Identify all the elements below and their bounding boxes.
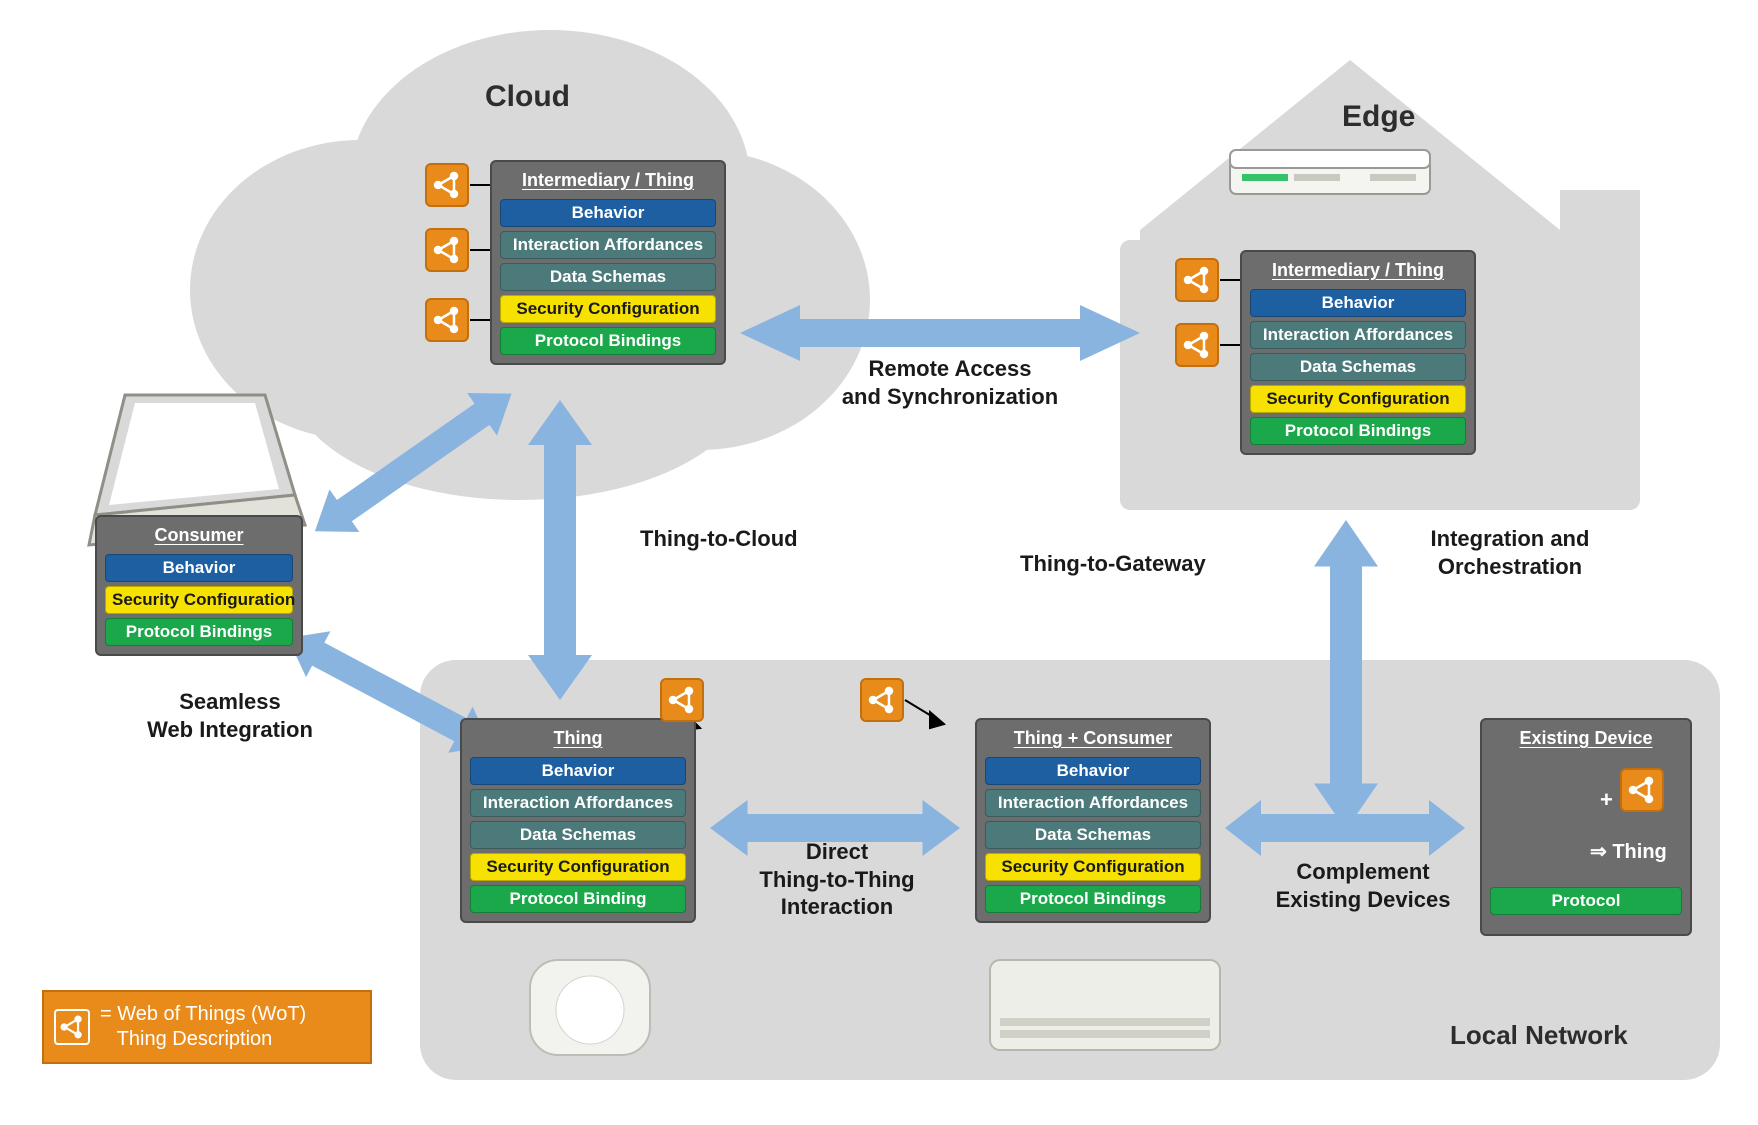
slot-protocol: Protocol Bindings [985,885,1201,913]
slot-behavior: Behavior [1250,289,1466,317]
slot-security: Security Configuration [470,853,686,881]
region-cloud-label: Cloud [485,80,570,114]
card-consumer: Consumer Behavior Security Configuration… [95,515,303,656]
card-ed-title: Existing Device [1490,726,1682,753]
slot-ia: Interaction Affordances [1250,321,1466,349]
slot-ia: Interaction Affordances [500,231,716,259]
edge-thing-to-gateway: Thing-to-Gateway [1020,550,1206,578]
slot-ds: Data Schemas [985,821,1201,849]
slot-behavior: Behavior [985,757,1201,785]
slot-protocol: Protocol Bindings [500,327,716,355]
plus-label: + [1600,787,1613,813]
edge-complement: ComplementExisting Devices [1258,858,1468,913]
region-edge-label: Edge [1342,100,1415,134]
wot-icon [425,228,469,272]
card-cloud-intermediary: Intermediary / Thing Behavior Interactio… [490,160,726,365]
wot-icon [1175,323,1219,367]
card-thing-title: Thing [470,726,686,753]
region-local-label: Local Network [1450,1020,1628,1051]
wot-icon [860,678,904,722]
slot-ia: Interaction Affordances [470,789,686,817]
card-consumer-title: Consumer [105,523,293,550]
slot-behavior: Behavior [500,199,716,227]
slot-ds: Data Schemas [500,263,716,291]
legend: = Web of Things (WoT) Thing Description [42,990,372,1064]
slot-security: Security Configuration [985,853,1201,881]
wot-icon [425,163,469,207]
edge-seamless-web: SeamlessWeb Integration [115,688,345,743]
legend-text: = Web of Things (WoT) Thing Description [100,1002,306,1052]
edge-direct-t2t: DirectThing-to-ThingInteraction [727,838,947,921]
edge-remote-access: Remote Accessand Synchronization [820,355,1080,410]
slot-behavior: Behavior [105,554,293,582]
slot-ds: Data Schemas [470,821,686,849]
slot-behavior: Behavior [470,757,686,785]
card-tc-title: Thing + Consumer [985,726,1201,753]
slot-ds: Data Schemas [1250,353,1466,381]
slot-protocol: Protocol Binding [470,885,686,913]
edge-thing-to-cloud: Thing-to-Cloud [640,525,798,553]
slot-protocol: Protocol Bindings [105,618,293,646]
card-thing-consumer: Thing + Consumer Behavior Interaction Af… [975,718,1211,923]
wot-icon [54,1009,90,1045]
slot-security: Security Configuration [500,295,716,323]
wot-icon [1175,258,1219,302]
wot-icon [660,678,704,722]
wot-icon [1620,768,1664,812]
slot-protocol: Protocol [1490,887,1682,915]
card-edge-title: Intermediary / Thing [1250,258,1466,285]
card-existing-device: Existing Device + ⇒ Thing Protocol [1480,718,1692,936]
card-thing: Thing Behavior Interaction Affordances D… [460,718,696,923]
slot-security: Security Configuration [105,586,293,614]
edge-integration: Integration andOrchestration [1400,525,1620,580]
wot-icon [425,298,469,342]
slot-ia: Interaction Affordances [985,789,1201,817]
card-cloud-title: Intermediary / Thing [500,168,716,195]
slot-security: Security Configuration [1250,385,1466,413]
card-edge-intermediary: Intermediary / Thing Behavior Interactio… [1240,250,1476,455]
slot-protocol: Protocol Bindings [1250,417,1466,445]
thing-arrow-label: ⇒ Thing [1590,839,1667,864]
